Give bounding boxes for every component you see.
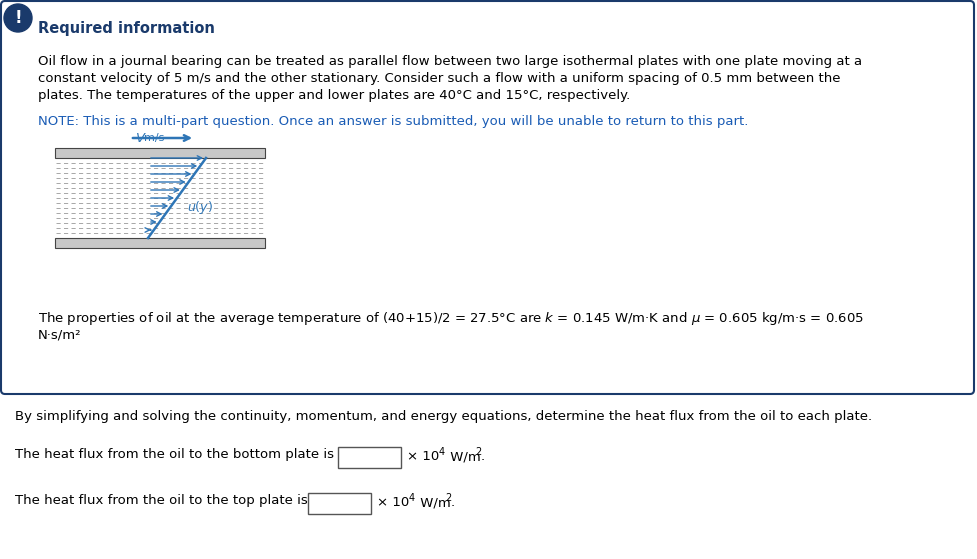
Text: 4: 4 xyxy=(439,447,445,457)
Text: 2: 2 xyxy=(445,493,450,503)
Text: m/s: m/s xyxy=(144,133,164,143)
Text: $u(y)$: $u(y)$ xyxy=(187,199,213,216)
Bar xyxy=(338,447,401,468)
Bar xyxy=(308,493,370,514)
Text: W/m: W/m xyxy=(415,496,450,509)
Text: W/m: W/m xyxy=(446,450,481,463)
Text: Oil flow in a journal bearing can be treated as parallel flow between two large : Oil flow in a journal bearing can be tre… xyxy=(38,55,862,68)
Text: N·s/m²: N·s/m² xyxy=(38,328,81,341)
Bar xyxy=(55,238,265,248)
Text: plates. The temperatures of the upper and lower plates are 40°C and 15°C, respec: plates. The temperatures of the upper an… xyxy=(38,89,629,102)
Text: × 10: × 10 xyxy=(376,496,408,509)
Text: The properties of oil at the average temperature of (40+15)/2 = 27.5°C are $k$ =: The properties of oil at the average tem… xyxy=(38,310,864,327)
Text: $V$: $V$ xyxy=(135,131,147,144)
Bar xyxy=(55,148,265,158)
Text: .: . xyxy=(481,450,485,463)
Text: The heat flux from the oil to the bottom plate is: The heat flux from the oil to the bottom… xyxy=(15,448,334,461)
Text: 2: 2 xyxy=(475,447,481,457)
Text: The heat flux from the oil to the top plate is: The heat flux from the oil to the top pl… xyxy=(15,494,308,507)
Text: 4: 4 xyxy=(408,493,414,503)
Text: .: . xyxy=(450,496,454,509)
Bar xyxy=(55,158,265,238)
Text: constant velocity of 5 m/s and the other stationary. Consider such a flow with a: constant velocity of 5 m/s and the other… xyxy=(38,72,839,85)
Circle shape xyxy=(4,4,32,32)
Text: NOTE: This is a multi-part question. Once an answer is submitted, you will be un: NOTE: This is a multi-part question. Onc… xyxy=(38,115,747,128)
FancyBboxPatch shape xyxy=(1,1,973,394)
Text: Required information: Required information xyxy=(38,21,215,36)
Text: × 10: × 10 xyxy=(406,450,439,463)
Text: !: ! xyxy=(15,9,21,27)
Text: By simplifying and solving the continuity, momentum, and energy equations, deter: By simplifying and solving the continuit… xyxy=(15,410,871,423)
